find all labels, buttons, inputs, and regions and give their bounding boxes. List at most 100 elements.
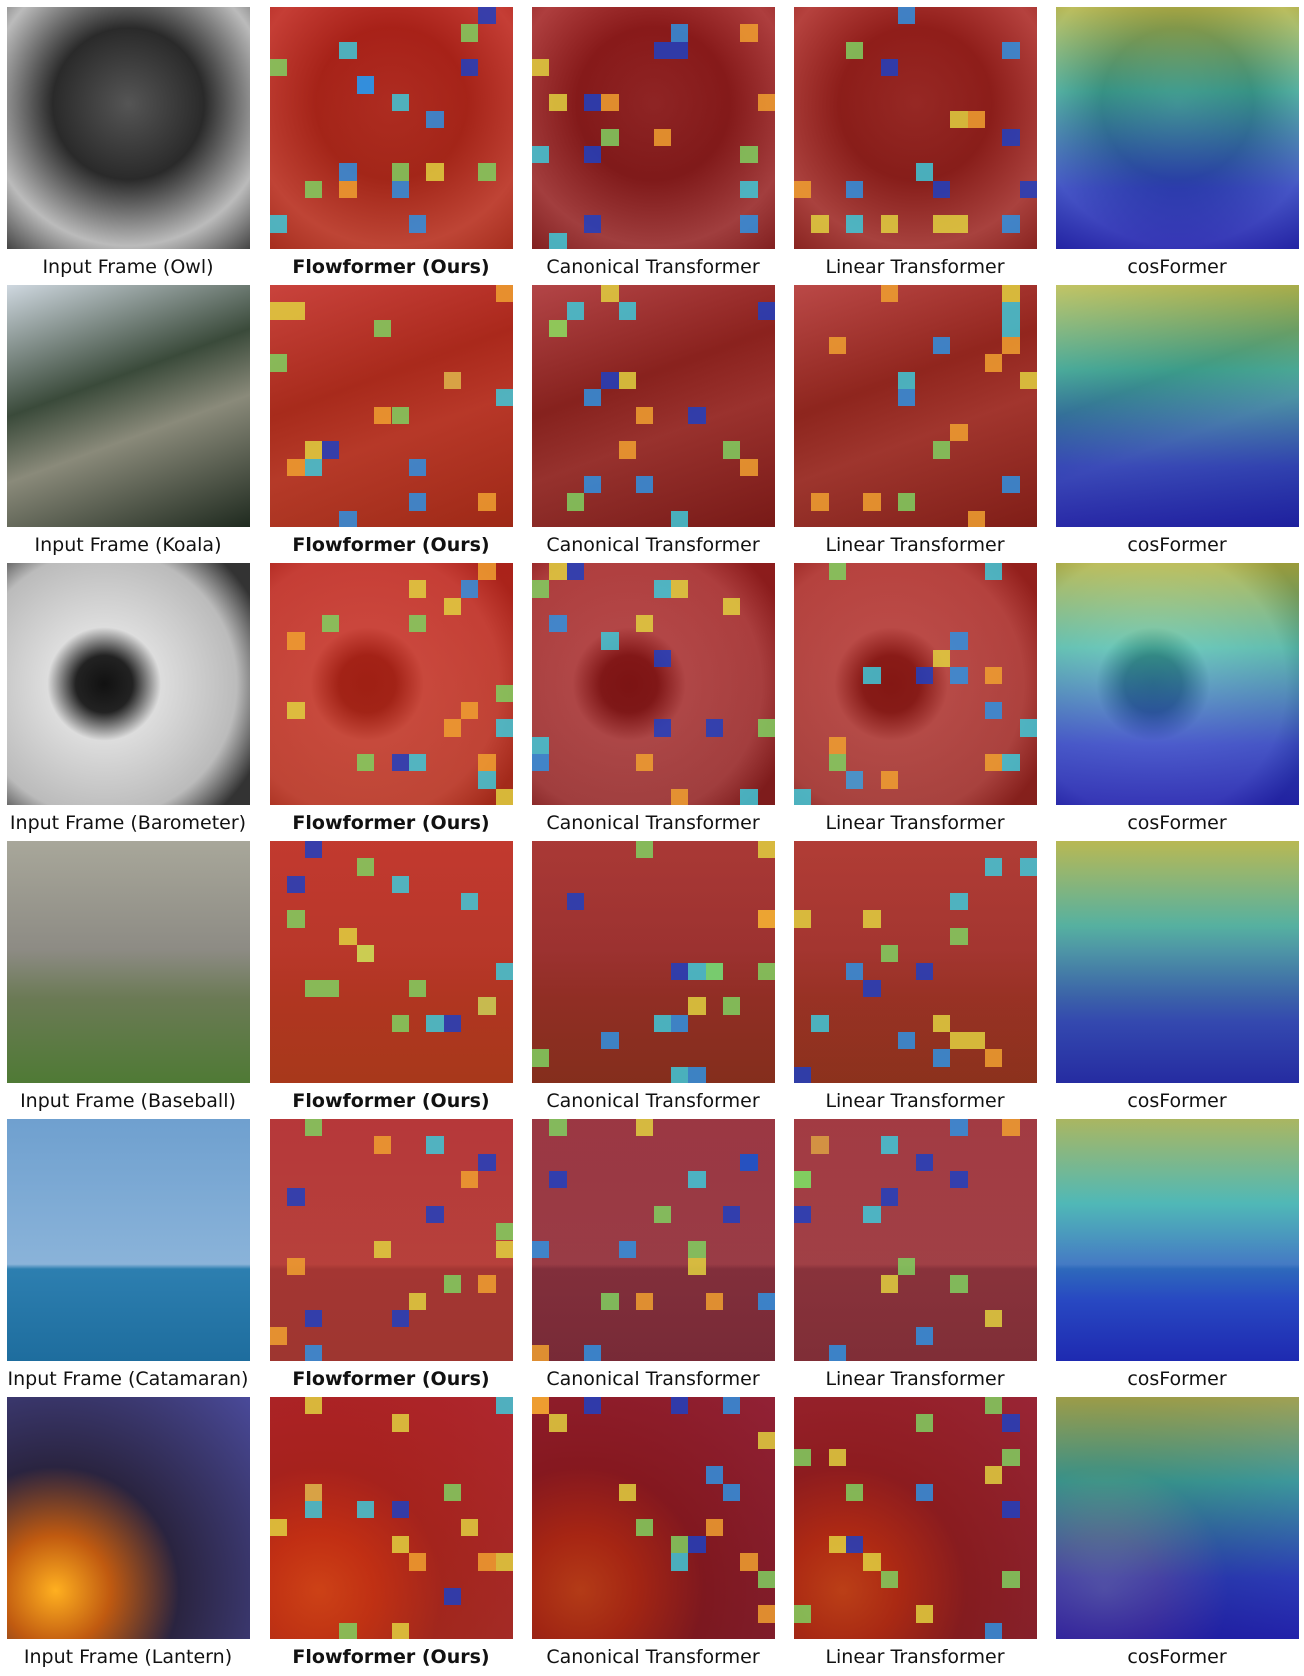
attention-patch [688, 1066, 706, 1083]
attention-patch [1019, 371, 1037, 390]
attention-patch [915, 1605, 933, 1623]
attention-patch [984, 667, 1003, 685]
attention-patch [304, 1309, 323, 1328]
attention-patch [898, 389, 916, 407]
attention-patch [670, 788, 689, 805]
attention-patch [811, 493, 829, 511]
attention-patch [495, 389, 513, 407]
attention-patch [443, 1275, 461, 1293]
attention-patch [549, 1414, 567, 1432]
attention-patch [601, 371, 619, 390]
attention-patch [757, 910, 775, 928]
attention-patch [740, 145, 758, 164]
caption: Input Frame (Baseball) [20, 1090, 236, 1112]
attention-overlay [1056, 7, 1299, 249]
attention-patch [339, 1622, 357, 1639]
attention-patch [408, 615, 427, 633]
attention-patch [601, 632, 619, 650]
caption: cosFormer [1127, 812, 1227, 834]
caption: Flowformer (Ours) [292, 1368, 490, 1390]
attention-patch [601, 93, 619, 112]
attention-patch [915, 1153, 933, 1172]
attention-patch [618, 302, 637, 320]
attention-patch [408, 458, 427, 476]
attention-patch [495, 1240, 513, 1258]
attention-patch [722, 597, 741, 616]
attention-patch [811, 215, 829, 233]
image-panel [794, 1397, 1037, 1639]
attention-patch [549, 1119, 567, 1137]
attention-patch [863, 979, 881, 998]
attention-patch [549, 93, 567, 112]
attention-patch [688, 997, 706, 1015]
attention-overlay [794, 7, 1037, 249]
attention-patch [478, 163, 496, 181]
attention-patch [846, 962, 864, 980]
attention-patch [898, 493, 916, 511]
attention-patch [915, 667, 933, 685]
attention-patch [1002, 475, 1020, 494]
attention-patch [984, 354, 1003, 372]
attention-patch [880, 285, 899, 303]
attention-patch [863, 667, 881, 685]
attention-patch [828, 1344, 847, 1361]
attention-patch [304, 441, 323, 459]
attention-patch [391, 1535, 409, 1554]
caption: Linear Transformer [825, 256, 1005, 278]
caption: Input Frame (Owl) [42, 256, 214, 278]
attention-patch [584, 145, 602, 164]
attention-patch [443, 1014, 461, 1032]
attention-patch [950, 1275, 968, 1293]
image-panel [532, 285, 775, 527]
image-panel [794, 563, 1037, 805]
attention-patch [374, 1136, 392, 1154]
image-panel [270, 1397, 513, 1639]
attention-patch [618, 371, 637, 390]
attention-patch [670, 1553, 689, 1571]
attention-patch [880, 59, 899, 77]
attention-patch [478, 771, 496, 789]
attention-patch [688, 962, 706, 980]
attention-patch [794, 910, 812, 928]
attention-overlay [1056, 563, 1299, 805]
attention-patch [950, 1031, 968, 1050]
attention-patch [1002, 128, 1020, 146]
image-panel [794, 285, 1037, 527]
attention-patch [391, 180, 409, 198]
attention-patch [794, 788, 812, 805]
attention-patch [1002, 1119, 1020, 1137]
image-panel [532, 563, 775, 805]
attention-patch [740, 458, 758, 476]
attention-patch [1019, 858, 1037, 876]
attention-patch [549, 615, 567, 633]
attention-patch [460, 1518, 479, 1536]
attention-patch [757, 1605, 775, 1623]
attention-patch [863, 493, 881, 511]
attention-patch [1019, 180, 1037, 198]
image-panel [794, 7, 1037, 249]
attention-patch [1002, 1501, 1020, 1519]
attention-patch [495, 1397, 513, 1415]
image-panel [532, 1119, 775, 1361]
attention-patch [532, 736, 550, 754]
attention-patch [532, 145, 550, 164]
attention-patch [828, 1449, 847, 1467]
attention-patch [636, 841, 654, 859]
attention-patch [391, 1414, 409, 1432]
attention-patch [408, 1292, 427, 1310]
attention-patch [584, 475, 602, 494]
attention-patch [426, 111, 444, 129]
attention-patch [984, 1397, 1003, 1415]
attention-overlay [532, 1119, 775, 1361]
attention-patch [304, 979, 323, 998]
caption: cosFormer [1127, 1646, 1227, 1668]
attention-patch [967, 111, 985, 129]
attention-patch [984, 701, 1003, 720]
attention-patch [794, 180, 812, 198]
attention-patch [670, 580, 689, 598]
attention-patch [932, 649, 951, 668]
attention-patch [478, 493, 496, 511]
attention-patch [811, 1136, 829, 1154]
attention-patch [391, 93, 409, 112]
